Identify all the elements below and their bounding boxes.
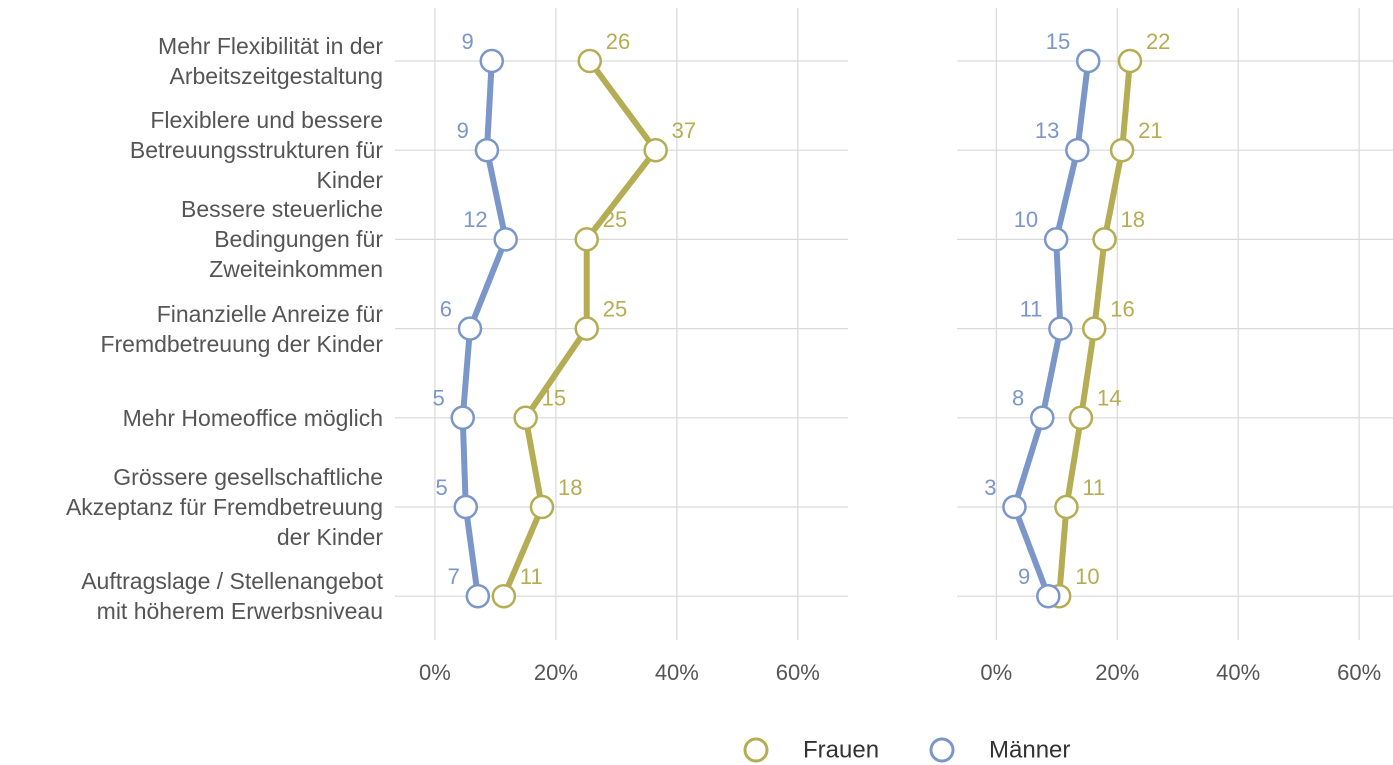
marker <box>574 227 599 252</box>
value-label: 18 <box>1121 207 1145 232</box>
value-label: 13 <box>1035 118 1059 143</box>
marker <box>577 48 602 74</box>
marker <box>1109 137 1135 163</box>
value-label: 11 <box>1020 296 1043 321</box>
marker <box>643 137 668 163</box>
value-label: 5 <box>432 386 444 411</box>
x-tick-label: 60% <box>776 660 820 685</box>
value-label: 10 <box>1075 564 1099 589</box>
value-label: 12 <box>463 207 487 232</box>
value-label: 25 <box>603 296 627 321</box>
value-label: 6 <box>440 296 452 321</box>
marker <box>450 405 475 431</box>
marker <box>453 494 479 520</box>
x-tick-label: 40% <box>1216 660 1260 685</box>
value-label: 11 <box>1082 475 1105 500</box>
marker <box>1002 494 1027 520</box>
marker <box>1043 227 1069 252</box>
value-label: 16 <box>1110 296 1134 321</box>
marker <box>479 48 505 74</box>
x-tick-label: 0% <box>419 660 451 685</box>
x-tick-label: 0% <box>980 660 1012 685</box>
marker <box>491 583 517 609</box>
value-label: 15 <box>542 386 566 411</box>
value-label: 37 <box>672 118 696 143</box>
marker <box>457 316 483 341</box>
value-label: 18 <box>558 475 582 500</box>
marker <box>1030 405 1055 431</box>
value-label: 11 <box>520 564 543 589</box>
marker <box>513 405 538 431</box>
value-label: 10 <box>1014 207 1038 232</box>
value-label: 22 <box>1146 29 1170 54</box>
x-tick-label: 20% <box>534 660 578 685</box>
marker <box>474 137 500 163</box>
marker <box>1036 583 1061 609</box>
value-label: 3 <box>984 475 996 500</box>
legend-marker <box>929 737 955 763</box>
marker <box>1048 316 1073 341</box>
category-label: Bessere steuerliche Bedingungen für Zwei… <box>181 196 383 283</box>
value-label: 14 <box>1097 386 1121 411</box>
category-label: Mehr Homeoffice möglich <box>122 404 383 431</box>
category-label: Grössere gesellschaftliche Akzeptanz für… <box>65 464 383 550</box>
category-label: Flexiblere und bessere Betreuungsstruktu… <box>129 107 383 194</box>
marker <box>1075 48 1101 74</box>
value-label: 9 <box>457 118 469 143</box>
category-label: Mehr Flexibilität in der Arbeitszeitgest… <box>158 33 383 89</box>
value-label: 9 <box>462 29 474 54</box>
marker <box>529 494 555 520</box>
value-label: 15 <box>1046 29 1070 54</box>
legend-marker <box>743 737 769 763</box>
value-label: 25 <box>603 207 627 232</box>
marker <box>1065 137 1090 163</box>
marker <box>1092 227 1117 252</box>
marker <box>1082 316 1107 341</box>
marker <box>465 583 491 609</box>
x-tick-label: 40% <box>655 660 699 685</box>
value-label: 9 <box>1018 564 1030 589</box>
legend-label: Männer <box>989 736 1070 763</box>
marker <box>1054 494 1079 520</box>
category-label: Auftragslage / Stellenangebot mit höhere… <box>81 568 383 625</box>
marker <box>1117 48 1143 74</box>
value-label: 21 <box>1138 118 1162 143</box>
value-label: 7 <box>448 564 460 589</box>
value-label: 5 <box>436 475 448 500</box>
category-label: Finanzielle Anreize für Fremdbetreuung d… <box>100 300 383 357</box>
x-tick-label: 60% <box>1337 660 1381 685</box>
marker <box>493 227 518 252</box>
marker <box>574 316 599 341</box>
x-tick-label: 20% <box>1095 660 1139 685</box>
marker <box>1068 405 1094 431</box>
legend-label: Frauen <box>803 736 879 763</box>
value-label: 8 <box>1012 386 1024 411</box>
value-label: 26 <box>606 29 630 54</box>
